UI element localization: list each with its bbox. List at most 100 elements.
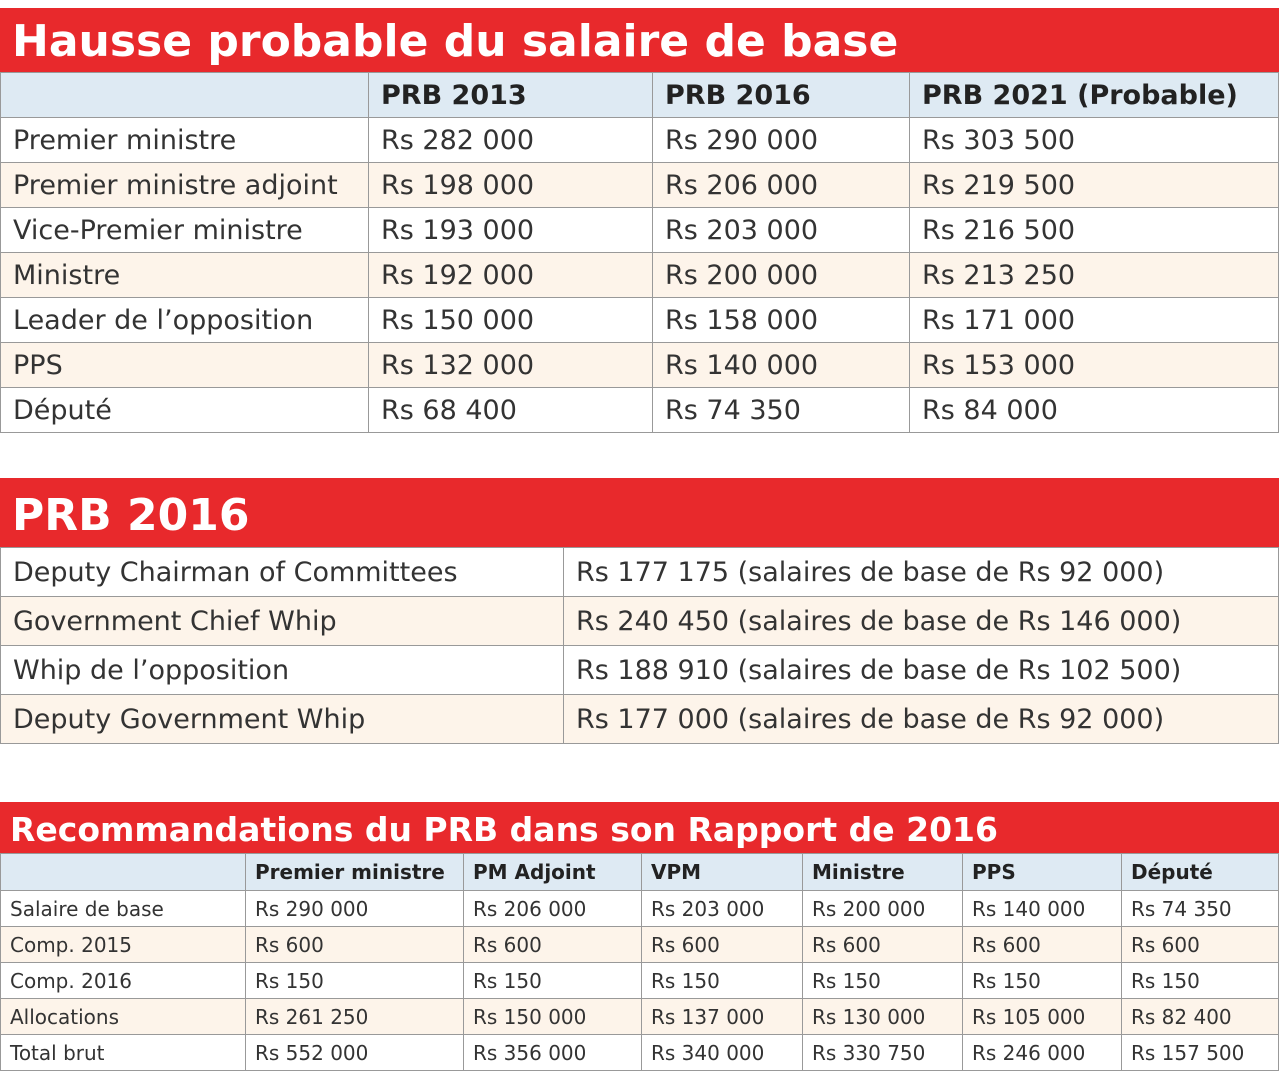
table-cell: Rs 171 000 xyxy=(909,297,1279,343)
table-cell: Rs 74 350 xyxy=(652,387,910,433)
table-cell: Rs 150 xyxy=(641,962,803,999)
table-cell: Rs 213 250 xyxy=(909,252,1279,298)
row-label: Premier ministre xyxy=(0,117,369,163)
table-cell: Rs 132 000 xyxy=(368,342,653,388)
table-cell: Rs 206 000 xyxy=(463,890,642,927)
column-header: Premier ministre xyxy=(245,853,464,891)
table-cell: Rs 340 000 xyxy=(641,1034,803,1071)
row-label: Whip de l’opposition xyxy=(0,645,564,695)
row-label: Total brut xyxy=(0,1034,246,1071)
table-cell: Rs 150 000 xyxy=(368,297,653,343)
table-row: Vice-Premier ministre Rs 193 000 Rs 203 00… xyxy=(0,207,1279,253)
table-cell: Rs 157 500 xyxy=(1121,1034,1279,1071)
table-cell: Rs 150 xyxy=(1121,962,1279,999)
header-row: PRB 2013 PRB 2016 PRB 2021 (Probable) xyxy=(0,72,1279,118)
column-header: Ministre xyxy=(802,853,963,891)
column-header: PPS xyxy=(962,853,1122,891)
table-cell: Rs 219 500 xyxy=(909,162,1279,208)
table-cell: Rs 150 000 xyxy=(463,998,642,1035)
table-row: Député Rs 68 400 Rs 74 350 Rs 84 000 xyxy=(0,387,1279,433)
table-row: Premier ministre Rs 282 000 Rs 290 000 Rs 3… xyxy=(0,117,1279,163)
table-cell: Rs 356 000 xyxy=(463,1034,642,1071)
table-cell: Rs 282 000 xyxy=(368,117,653,163)
row-label: Député xyxy=(0,387,369,433)
table-cell: Rs 68 400 xyxy=(368,387,653,433)
row-label: Vice-Premier ministre xyxy=(0,207,369,253)
table-row: Whip de l’opposition Rs 188 910 (salaires… xyxy=(0,645,1279,695)
table-row: Deputy Government Whip Rs 177 000 (salair… xyxy=(0,694,1279,744)
column-header: PRB 2016 xyxy=(652,72,910,118)
column-header: PRB 2013 xyxy=(368,72,653,118)
table-row: PPS Rs 132 000 Rs 140 000 Rs 153 000 xyxy=(0,342,1279,388)
table-cell: Rs 200 000 xyxy=(802,890,963,927)
table-cell: Rs 105 000 xyxy=(962,998,1122,1035)
table-title: Hausse probable du salaire de base xyxy=(0,8,1279,72)
table-row: Allocations Rs 261 250 Rs 150 000 Rs 137 00… xyxy=(0,998,1279,1035)
table-cell: Rs 552 000 xyxy=(245,1034,464,1071)
table-row: Deputy Chairman of Committees Rs 177 175 … xyxy=(0,547,1279,597)
table-cell: Rs 74 350 xyxy=(1121,890,1279,927)
table-cell: Rs 150 xyxy=(245,962,464,999)
table-row: Premier ministre adjoint Rs 198 000 Rs 206… xyxy=(0,162,1279,208)
row-label: Deputy Government Whip xyxy=(0,694,564,744)
row-label: PPS xyxy=(0,342,369,388)
table-cell: Rs 203 000 xyxy=(652,207,910,253)
table-row: Ministre Rs 192 000 Rs 200 000 Rs 213 250 xyxy=(0,252,1279,298)
table-row: Salaire de base Rs 290 000 Rs 206 000 Rs 20… xyxy=(0,890,1279,927)
row-label: Ministre xyxy=(0,252,369,298)
table-cell: Rs 188 910 (salaires de base de Rs 102 5… xyxy=(563,645,1279,695)
table-cell: Rs 600 xyxy=(962,926,1122,963)
table-cell: Rs 600 xyxy=(1121,926,1279,963)
row-label: Leader de l’opposition xyxy=(0,297,369,343)
table-row: Comp. 2015 Rs 600 Rs 600 Rs 600 Rs 600 Rs 600… xyxy=(0,926,1279,963)
table-cell: Rs 203 000 xyxy=(641,890,803,927)
table-cell: Rs 130 000 xyxy=(802,998,963,1035)
table-cell: Rs 140 000 xyxy=(962,890,1122,927)
table-cell: Rs 600 xyxy=(245,926,464,963)
column-header: PRB 2021 (Probable) xyxy=(909,72,1279,118)
salary-increase-table: Hausse probable du salaire de base PRB 2… xyxy=(0,8,1279,433)
table-cell: Rs 150 xyxy=(962,962,1122,999)
table-title: Recommandations du PRB dans son Rapport … xyxy=(0,802,1279,853)
column-header xyxy=(0,853,246,891)
table-cell: Rs 290 000 xyxy=(245,890,464,927)
row-label: Salaire de base xyxy=(0,890,246,927)
row-label: Comp. 2015 xyxy=(0,926,246,963)
table-cell: Rs 193 000 xyxy=(368,207,653,253)
table-row: Government Chief Whip Rs 240 450 (salaire… xyxy=(0,596,1279,646)
row-label: Premier ministre adjoint xyxy=(0,162,369,208)
table-cell: Rs 216 500 xyxy=(909,207,1279,253)
table-cell: Rs 261 250 xyxy=(245,998,464,1035)
table-cell: Rs 240 450 (salaires de base de Rs 146 0… xyxy=(563,596,1279,646)
table-cell: Rs 200 000 xyxy=(652,252,910,298)
table-cell: Rs 153 000 xyxy=(909,342,1279,388)
table-cell: Rs 206 000 xyxy=(652,162,910,208)
table-cell: Rs 177 000 (salaires de base de Rs 92 00… xyxy=(563,694,1279,744)
table-cell: Rs 330 750 xyxy=(802,1034,963,1071)
row-label: Comp. 2016 xyxy=(0,962,246,999)
table-row: Total brut Rs 552 000 Rs 356 000 Rs 340 000… xyxy=(0,1034,1279,1071)
column-header xyxy=(0,72,369,118)
table-cell: Rs 303 500 xyxy=(909,117,1279,163)
table-cell: Rs 158 000 xyxy=(652,297,910,343)
table-cell: Rs 600 xyxy=(802,926,963,963)
table-cell: Rs 140 000 xyxy=(652,342,910,388)
column-header: VPM xyxy=(641,853,803,891)
row-label: Allocations xyxy=(0,998,246,1035)
table-title: PRB 2016 xyxy=(0,478,1279,547)
column-header: PM Adjoint xyxy=(463,853,642,891)
table-cell: Rs 84 000 xyxy=(909,387,1279,433)
table-cell: Rs 82 400 xyxy=(1121,998,1279,1035)
table-cell: Rs 600 xyxy=(463,926,642,963)
table-cell: Rs 150 xyxy=(463,962,642,999)
row-label: Deputy Chairman of Committees xyxy=(0,547,564,597)
row-label: Government Chief Whip xyxy=(0,596,564,646)
prb-recommendations-table: Recommandations du PRB dans son Rapport … xyxy=(0,802,1279,1071)
table-row: Comp. 2016 Rs 150 Rs 150 Rs 150 Rs 150 Rs 150… xyxy=(0,962,1279,999)
table-cell: Rs 137 000 xyxy=(641,998,803,1035)
table-cell: Rs 290 000 xyxy=(652,117,910,163)
header-row: Premier ministre PM Adjoint VPM Ministre PPS… xyxy=(0,853,1279,891)
table-cell: Rs 246 000 xyxy=(962,1034,1122,1071)
prb-2016-table: PRB 2016 Deputy Chairman of Committees Rs… xyxy=(0,478,1279,744)
table-cell: Rs 150 xyxy=(802,962,963,999)
